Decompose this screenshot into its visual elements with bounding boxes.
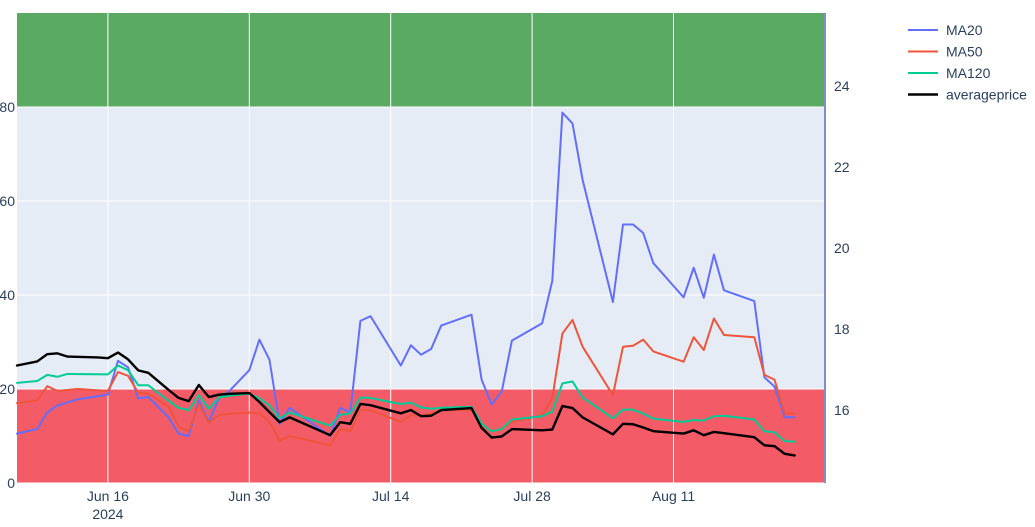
left-y-tick-label: 0 [7, 475, 15, 491]
right-y-tick-label: 20 [834, 240, 850, 256]
right-y-tick-label: 16 [834, 402, 850, 418]
legend-label: MA20 [946, 22, 983, 38]
right-y-axis: 16 18 20 22 24 [834, 78, 850, 418]
series-line-ma20 [16, 111, 796, 437]
left-y-axis: 0 20 40 60 80 [0, 99, 15, 491]
x-axis: Jun 16 2024 Jun 30 Jul 14 Jul 28 Aug 11 [87, 488, 695, 522]
legend-item-averageprice[interactable]: averageprice [908, 87, 1027, 103]
legend-item-ma50[interactable]: MA50 [908, 44, 983, 60]
legend[interactable]: MA20 MA50 MA120 averageprice [908, 22, 1027, 103]
series-line-ma120 [16, 364, 796, 443]
legend-label: averageprice [946, 87, 1027, 103]
band-1 [17, 389, 825, 483]
legend-label: MA120 [946, 65, 991, 81]
x-tick-label: Jun 30 [228, 488, 270, 504]
legend-item-ma20[interactable]: MA20 [908, 22, 983, 38]
series-layer [15, 111, 796, 457]
series-line-averageprice [15, 351, 796, 457]
series-line-ma50 [16, 317, 796, 447]
x-tick-label: Jul 28 [513, 488, 551, 504]
grid-layer [17, 13, 825, 484]
x-tick-label: Jul 14 [372, 488, 410, 504]
left-y-tick-label: 20 [0, 381, 15, 397]
right-y-tick-label: 22 [834, 159, 850, 175]
band-layer [17, 13, 825, 483]
band-0 [17, 13, 825, 107]
right-y-tick-label: 24 [834, 78, 850, 94]
left-y-tick-label: 40 [0, 287, 15, 303]
x-tick-sublabel: 2024 [92, 506, 123, 522]
legend-item-ma120[interactable]: MA120 [908, 65, 991, 81]
left-y-tick-label: 80 [0, 99, 15, 115]
legend-label: MA50 [946, 44, 983, 60]
x-tick-label: Aug 11 [652, 488, 696, 504]
left-y-tick-label: 60 [0, 193, 15, 209]
x-tick-label: Jun 16 [87, 488, 129, 504]
right-y-tick-label: 18 [834, 321, 850, 337]
